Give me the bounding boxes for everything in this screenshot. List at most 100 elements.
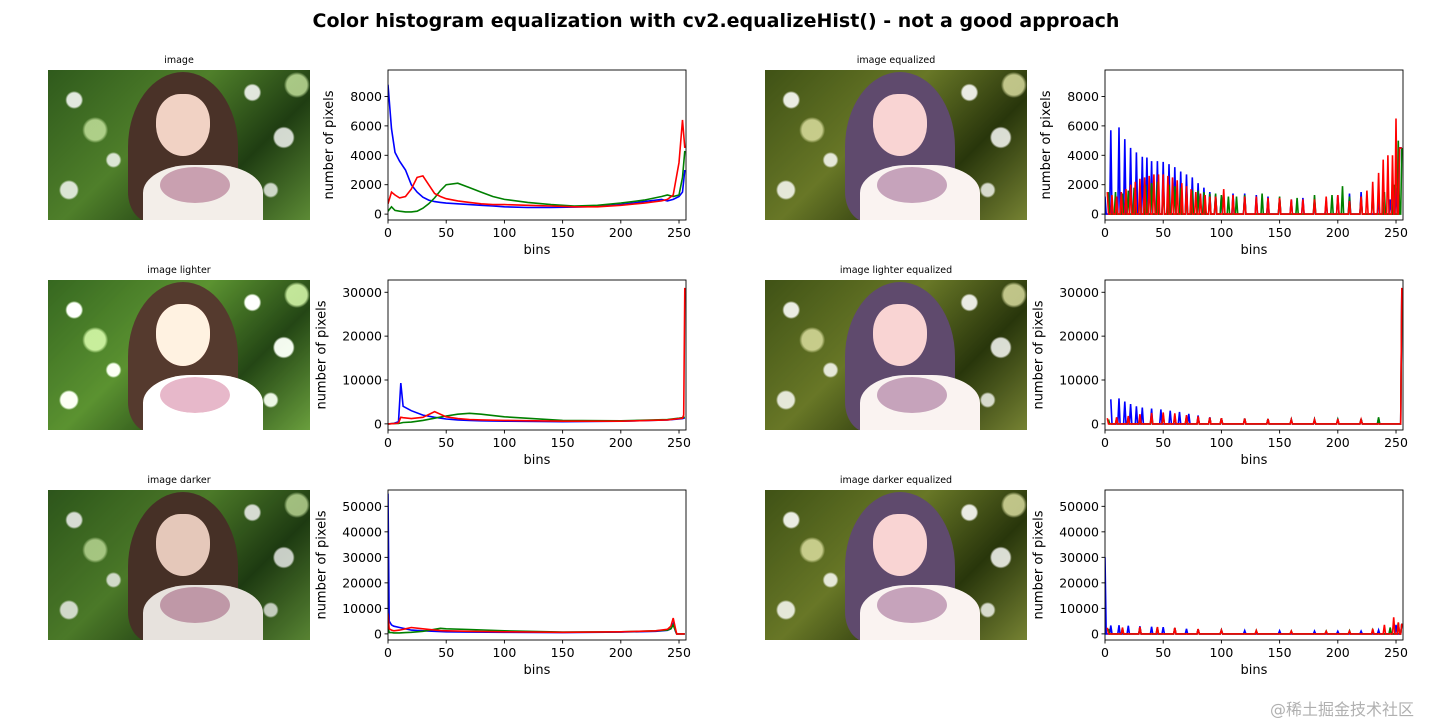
x-tick-label: 200 (1326, 435, 1350, 450)
x-tick-label: 150 (1268, 435, 1292, 450)
image-darker-title: image darker (147, 475, 211, 486)
y-tick-label: 0 (374, 626, 382, 641)
x-tick-label: 150 (1268, 645, 1292, 660)
y-tick-label: 30000 (342, 550, 382, 565)
x-tick-label: 0 (1101, 225, 1109, 240)
image-darker-equalized-title: image darker equalized (839, 475, 953, 486)
x-tick-label: 150 (551, 645, 575, 660)
y-tick-label: 10000 (342, 373, 382, 388)
x-tick-label: 100 (492, 645, 516, 660)
x-axis-label: bins (524, 243, 551, 258)
photo-original (48, 70, 310, 220)
x-tick-label: 250 (1384, 435, 1408, 450)
histogram-original: 0 50 100 150 200 250 0 2000 4000 6000 8000 bins numb… (322, 69, 691, 258)
y-tick-label: 0 (1091, 416, 1099, 431)
histogram-darker: 0 50 100 150 200 250 0 10000 20000 30000 40000 5000… (315, 489, 691, 678)
histogram-lighter: 0 50 100 150 200 250 0 10000 20000 30000 bins numbe… (315, 279, 691, 468)
watermark: @稀土掘金技术社区 (1270, 700, 1415, 719)
x-tick-label: 50 (1155, 225, 1171, 240)
x-tick-label: 250 (667, 645, 691, 660)
photo-lighter-equalized (765, 280, 1027, 430)
y-tick-label: 10000 (1059, 373, 1099, 388)
series-line-red (1106, 617, 1403, 635)
y-tick-label: 6000 (350, 118, 382, 133)
x-tick-label: 150 (1268, 225, 1292, 240)
histogram-equalized: 0 50 100 150 200 250 0 2000 4000 6000 8000 bins numb… (1039, 69, 1408, 258)
x-tick-label: 0 (1101, 645, 1109, 660)
x-tick-label: 200 (1326, 225, 1350, 240)
axes-background (388, 490, 686, 640)
x-axis-label: bins (524, 453, 551, 468)
histogram-darker-equalized: 0 50 100 150 200 250 0 10000 20000 30000 40000 5000… (1032, 489, 1408, 678)
y-tick-label: 0 (1091, 626, 1099, 641)
photo-darker-equalized (765, 490, 1027, 640)
y-tick-label: 0 (1091, 207, 1099, 222)
x-tick-label: 250 (667, 435, 691, 450)
x-tick-label: 250 (1384, 225, 1408, 240)
x-tick-label: 150 (551, 225, 575, 240)
y-tick-label: 10000 (1059, 601, 1099, 616)
x-tick-label: 200 (609, 645, 633, 660)
y-tick-label: 40000 (342, 524, 382, 539)
photo-lighter (48, 280, 310, 430)
y-axis-label: number of pixels (322, 90, 337, 199)
y-tick-label: 20000 (1059, 329, 1099, 344)
y-tick-label: 30000 (1059, 285, 1099, 300)
series-line-red (388, 613, 685, 635)
photo-darker (48, 490, 310, 640)
y-tick-label: 30000 (1059, 550, 1099, 565)
axes-frame (387, 489, 687, 641)
x-tick-label: 100 (1209, 645, 1233, 660)
x-tick-label: 100 (492, 225, 516, 240)
y-axis-label: number of pixels (1032, 510, 1047, 619)
x-tick-label: 50 (438, 225, 454, 240)
x-tick-label: 200 (609, 435, 633, 450)
image-title: image (164, 55, 194, 66)
series-line-green (388, 150, 686, 213)
image-lighter-equalized-title: image lighter equalized (839, 265, 953, 276)
x-tick-label: 0 (1101, 435, 1109, 450)
series-line-red (388, 287, 686, 425)
x-tick-label: 50 (1155, 435, 1171, 450)
axes-frame (1104, 489, 1404, 641)
x-axis-label: bins (1241, 243, 1268, 258)
y-tick-label: 20000 (342, 329, 382, 344)
x-tick-label: 100 (1209, 435, 1233, 450)
y-tick-label: 30000 (342, 285, 382, 300)
x-tick-label: 250 (1384, 645, 1408, 660)
y-tick-label: 50000 (342, 499, 382, 514)
axes-frame (1104, 69, 1404, 221)
y-tick-label: 20000 (1059, 575, 1099, 590)
axes-background (1105, 280, 1403, 430)
axes-frame (387, 69, 687, 221)
x-tick-label: 100 (1209, 225, 1233, 240)
y-tick-label: 20000 (342, 575, 382, 590)
image-equalized-title: image equalized (856, 55, 936, 66)
x-tick-label: 50 (1155, 645, 1171, 660)
x-tick-label: 200 (609, 225, 633, 240)
y-tick-label: 8000 (1067, 89, 1099, 104)
x-axis-label: bins (524, 663, 551, 678)
y-tick-label: 0 (374, 207, 382, 222)
series-line-red (388, 119, 686, 208)
x-tick-label: 0 (384, 645, 392, 660)
x-tick-label: 200 (1326, 645, 1350, 660)
x-tick-label: 250 (667, 225, 691, 240)
y-tick-label: 10000 (342, 601, 382, 616)
x-tick-label: 0 (384, 225, 392, 240)
y-tick-label: 8000 (350, 89, 382, 104)
axes-background (388, 70, 686, 220)
y-tick-label: 50000 (1059, 499, 1099, 514)
series-line-red (1106, 118, 1402, 215)
y-tick-label: 0 (374, 416, 382, 431)
axes-frame (1104, 279, 1404, 431)
series-line-red (1106, 287, 1403, 425)
y-tick-label: 4000 (350, 148, 382, 163)
y-tick-label: 2000 (1067, 177, 1099, 192)
x-tick-label: 100 (492, 435, 516, 450)
y-tick-label: 40000 (1059, 524, 1099, 539)
series-line-green (388, 623, 685, 635)
y-axis-label: number of pixels (315, 510, 330, 619)
x-tick-label: 50 (438, 435, 454, 450)
